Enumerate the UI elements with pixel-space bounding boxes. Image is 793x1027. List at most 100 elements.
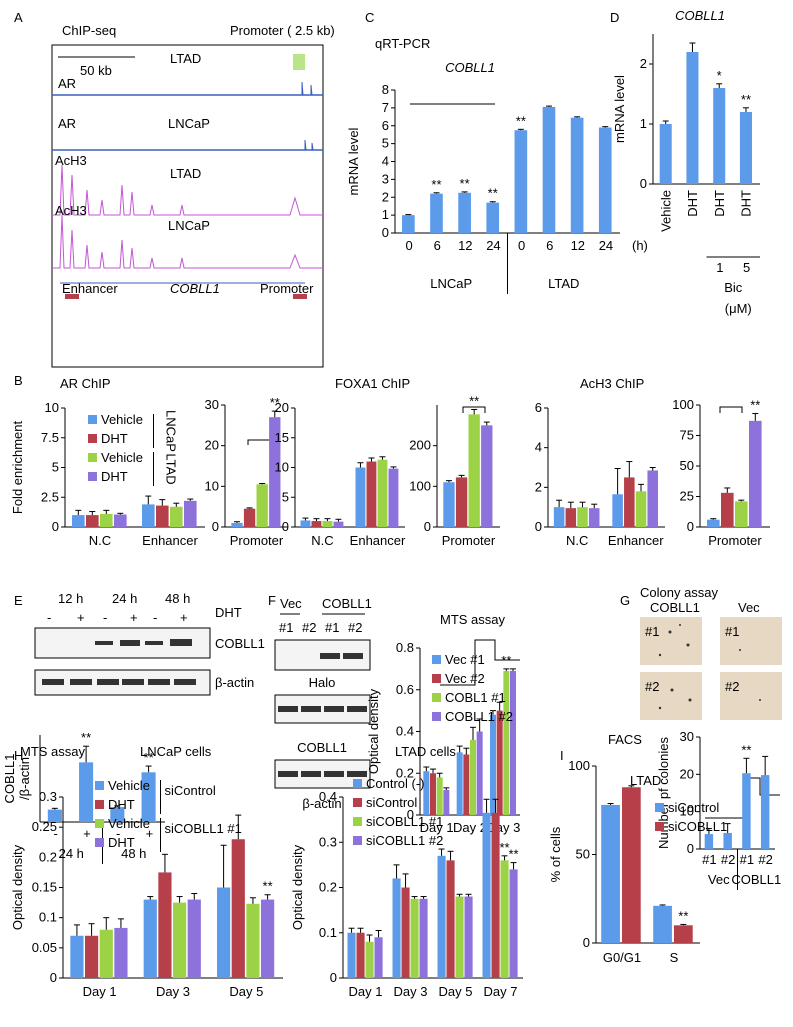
legend-group: siCOBLL1 #1 bbox=[165, 821, 242, 836]
significance: ** bbox=[460, 176, 470, 191]
bar bbox=[110, 807, 125, 822]
y-tick-label: 10 bbox=[680, 804, 694, 819]
promoter-box bbox=[293, 294, 307, 299]
track-label: Promoter ( 2.5 kb) bbox=[230, 23, 335, 38]
legend-label: siControl bbox=[668, 800, 719, 815]
bar bbox=[749, 420, 762, 527]
bar bbox=[410, 898, 419, 978]
x-tick-label: Enhancer bbox=[142, 533, 198, 548]
significance: ** bbox=[488, 186, 498, 201]
bar bbox=[735, 501, 748, 527]
y-tick-label: 0.3 bbox=[319, 834, 337, 849]
bar bbox=[184, 500, 197, 527]
chart: Colony assay Number pf colonies 0 10 20 30 #1 #… bbox=[640, 585, 781, 890]
bar bbox=[653, 905, 672, 943]
bar bbox=[430, 193, 443, 233]
track-label: Enhancer bbox=[62, 281, 118, 296]
bar bbox=[509, 869, 518, 978]
legend-label: Vec #2 bbox=[445, 671, 485, 686]
legend-swatch bbox=[432, 674, 441, 683]
bar bbox=[704, 834, 714, 849]
bar bbox=[300, 520, 311, 527]
y-tick-label: 10 bbox=[275, 460, 289, 475]
legend-swatch bbox=[95, 800, 104, 809]
bar bbox=[72, 515, 85, 527]
column-label: Vec bbox=[738, 600, 760, 615]
chart: COBLL1/β-actin - + - +24 h 48 h ** ** bbox=[2, 730, 165, 864]
band-label: Halo bbox=[309, 675, 336, 690]
bar bbox=[674, 925, 693, 943]
enhancer-box bbox=[65, 294, 79, 299]
y-tick-label: 100 bbox=[568, 758, 590, 773]
bracket bbox=[462, 406, 486, 413]
bar bbox=[742, 773, 751, 849]
bar bbox=[100, 513, 113, 527]
bar bbox=[443, 482, 455, 527]
x-tick-label: DHT bbox=[712, 190, 727, 217]
legend-swatch bbox=[88, 434, 97, 443]
track-label: LTAD bbox=[170, 51, 201, 66]
x-tick-label: 0 bbox=[405, 238, 412, 253]
legend-label: DHT bbox=[101, 469, 128, 484]
bar bbox=[322, 521, 333, 527]
significance: ** bbox=[81, 730, 91, 745]
significance: ** bbox=[144, 750, 154, 765]
bar bbox=[365, 941, 374, 978]
y-tick-label: 6 bbox=[382, 118, 389, 133]
y-tick-label: 20 bbox=[205, 438, 219, 453]
bar bbox=[269, 417, 281, 527]
significance: * bbox=[717, 68, 722, 83]
bar bbox=[436, 777, 443, 815]
x-tick-label: Promoter bbox=[708, 533, 762, 548]
treatment-label: DHT bbox=[215, 605, 242, 620]
y-tick-label: 2 bbox=[535, 479, 542, 494]
panel-letter: A bbox=[14, 10, 23, 25]
band-label: COBLL1 bbox=[215, 636, 265, 651]
bar bbox=[463, 754, 470, 815]
bar bbox=[114, 514, 127, 527]
chart-title: COBLL1 bbox=[675, 8, 725, 23]
y-tick-label: 10 bbox=[45, 400, 59, 415]
bar bbox=[261, 899, 275, 978]
y-tick-label: 0.1 bbox=[39, 910, 57, 925]
bar bbox=[482, 812, 491, 978]
bar bbox=[141, 772, 156, 822]
x-tick-label: Day 2 bbox=[453, 820, 487, 835]
x-tick-label: + bbox=[146, 826, 154, 841]
blot-bands bbox=[278, 653, 367, 777]
group-label: 24 h bbox=[59, 846, 84, 861]
chart: MTS assay LNCaP cells Optical density 0 0.05… bbox=[10, 744, 283, 999]
y-tick-label: 0.8 bbox=[396, 640, 414, 655]
bar bbox=[481, 425, 493, 527]
y-axis-label: Number pf colonies bbox=[656, 737, 671, 849]
y-tick-label: 0.25 bbox=[32, 819, 57, 834]
y-tick-label: 0 bbox=[687, 841, 694, 856]
y-tick-label: 0.1 bbox=[319, 925, 337, 940]
x-tick-label: Promoter bbox=[230, 533, 284, 548]
legend-swatch bbox=[655, 803, 664, 812]
significance: ** bbox=[263, 879, 273, 894]
y-tick-label: 20 bbox=[275, 400, 289, 415]
chart-title: FACS bbox=[608, 732, 642, 747]
significance: ** bbox=[516, 113, 526, 128]
y-tick-label: 7 bbox=[382, 100, 389, 115]
legend-swatch bbox=[95, 781, 104, 790]
chart-title: AR ChIP bbox=[60, 376, 111, 391]
x-tick-label: Day 1 bbox=[83, 984, 117, 999]
legend-group: siControl bbox=[165, 783, 216, 798]
y-tick-label: 0 bbox=[583, 935, 590, 950]
bar bbox=[496, 710, 503, 815]
bar bbox=[490, 714, 496, 815]
x-tick-label: N.C bbox=[89, 533, 111, 548]
chart-title: COBLL1 bbox=[445, 60, 495, 75]
image-label: #1 bbox=[645, 624, 659, 639]
chart-title: MTS assay bbox=[20, 744, 86, 759]
y-tick-label: 0 bbox=[330, 970, 337, 985]
sign-label: + bbox=[180, 610, 188, 625]
lane-label: #1 bbox=[279, 620, 293, 635]
bar bbox=[503, 670, 510, 815]
significance: ** bbox=[431, 177, 441, 192]
track-label: ChIP-seq bbox=[62, 23, 116, 38]
